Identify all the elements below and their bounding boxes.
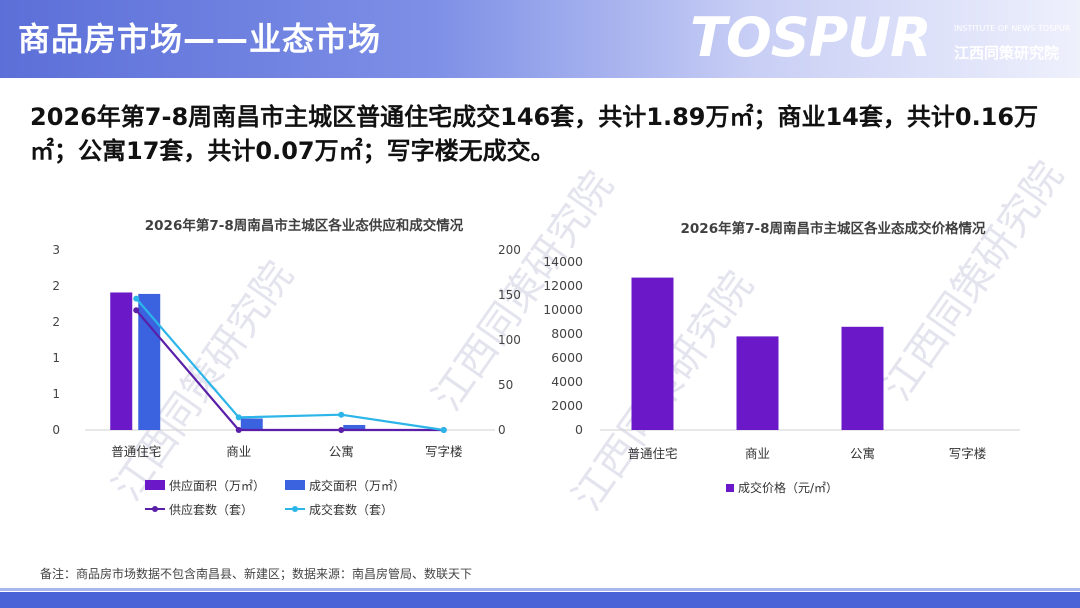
chart1-category-label: 公寓 (329, 444, 354, 459)
price-chart: 2026年第7-8周南昌市主城区各业态成交价格情况 0 2000 4000 6000 8… (543, 220, 1020, 495)
chart2-tick-label: 6000 (551, 350, 583, 365)
tospur-logo: TOSPUR INSTITUTE OF NEWS TOSPUR 江西同策研究院 (690, 6, 1070, 72)
legend-label: 供应套数（套） (169, 502, 253, 517)
chart2-category-labels: 普通住宅 商业 公寓 写字楼 (627, 446, 986, 461)
page-title: 商品房市场——业态市场 (18, 20, 382, 58)
chart1-left-tick-label: 0 (52, 423, 60, 437)
legend-label: 成交套数（套） (309, 502, 393, 517)
legend-swatch (145, 480, 165, 490)
chart1-right-tick-label: 0 (498, 423, 506, 437)
chart2-legend: 成交价格（元/㎡） (726, 480, 838, 495)
bottom-bar (0, 592, 1080, 608)
supply-area-bar (110, 292, 133, 430)
headline-summary: 2026年第7-8周南昌市主城区普通住宅成交146套，共计1.89万㎡；商业14… (30, 103, 1039, 165)
chart1-left-tick-label: 1 (52, 387, 60, 401)
chart2-tick-label: 12000 (543, 278, 583, 293)
chart2-category-label: 普通住宅 (627, 446, 677, 461)
supply-count-point (338, 427, 345, 433)
chart2-tick-label: 2000 (551, 398, 583, 413)
supply-count-point (133, 307, 140, 314)
chart1-lines (133, 295, 447, 433)
chart2-tick-label: 0 (575, 422, 583, 437)
deal-area-bar (138, 293, 161, 430)
legend-swatch-dot (152, 506, 158, 512)
deal-count-line (135, 297, 444, 432)
logo-english-text: INSTITUTE OF NEWS TOSPUR (954, 24, 1071, 33)
chart1-right-tick-label: 200 (498, 243, 521, 257)
chart1-right-tick-label: 150 (498, 288, 521, 302)
chart2-y-axis-labels: 0 2000 4000 6000 8000 10000 12000 14000 (543, 254, 583, 437)
chart2-title: 2026年第7-8周南昌市主城区各业态成交价格情况 (681, 220, 986, 237)
header-banner: 商品房市场——业态市场 TOSPUR INSTITUTE OF NEWS TOS… (0, 0, 1080, 78)
deal-count-point (440, 427, 447, 433)
price-bar (631, 277, 674, 430)
legend-label: 供应面积（万㎡） (169, 478, 265, 493)
supply-count-point (235, 427, 242, 433)
chart1-left-tick-label: 2 (52, 279, 60, 293)
deal-count-point (338, 411, 345, 418)
supply-count-line (135, 309, 444, 432)
chart1-category-label: 写字楼 (425, 444, 463, 459)
supply-deal-chart: 2026年第7-8周南昌市主城区各业态供应和成交情况 0 1 1 2 2 3 0 50 100… (52, 217, 521, 517)
chart1-left-axis-labels: 0 1 1 2 2 3 (52, 243, 60, 437)
price-bar (841, 326, 884, 430)
chart1-right-tick-label: 50 (498, 378, 513, 392)
chart1-left-tick-label: 3 (52, 243, 60, 257)
chart2-category-label: 商业 (745, 446, 770, 461)
chart2-tick-label: 4000 (551, 374, 583, 389)
chart2-tick-label: 8000 (551, 326, 583, 341)
deal-area-bar (240, 418, 263, 430)
chart2-category-label: 公寓 (850, 446, 875, 461)
chart1-bars (110, 292, 366, 430)
footnote: 备注：商品房市场数据不包含南昌县、新建区；数据来源：南昌房管局、数联天下 (40, 567, 473, 581)
chart1-category-label: 普通住宅 (111, 444, 161, 459)
chart1-right-tick-label: 100 (498, 333, 521, 347)
chart2-tick-label: 10000 (543, 302, 583, 317)
chart2-bars (631, 277, 884, 430)
deal-count-point (235, 414, 242, 421)
legend-label: 成交面积（万㎡） (309, 478, 405, 493)
logo-wordmark: TOSPUR (690, 6, 932, 69)
legend-swatch-dot (292, 506, 298, 512)
bottom-accent-line (0, 588, 1080, 591)
chart1-right-axis-labels: 0 50 100 150 200 (498, 243, 521, 437)
legend-label: 成交价格（元/㎡） (738, 480, 838, 495)
deal-area-bar (343, 424, 366, 430)
chart1-category-labels: 普通住宅 商业 公寓 写字楼 (111, 444, 462, 459)
chart1-category-label: 商业 (226, 444, 251, 459)
chart1-left-tick-label: 1 (52, 351, 60, 365)
chart1-legend: 供应面积（万㎡） 成交面积（万㎡） 供应套数（套） 成交套数（套） (145, 478, 405, 517)
chart1-left-tick-label: 2 (52, 315, 60, 329)
price-bar (736, 336, 779, 430)
chart1-title: 2026年第7-8周南昌市主城区各业态供应和成交情况 (145, 217, 464, 234)
legend-swatch (726, 484, 734, 492)
deal-count-point (133, 295, 140, 302)
chart2-tick-label: 14000 (543, 254, 583, 269)
logo-chinese-text: 江西同策研究院 (954, 44, 1060, 62)
legend-swatch (285, 480, 305, 490)
chart2-category-label: 写字楼 (949, 446, 987, 461)
